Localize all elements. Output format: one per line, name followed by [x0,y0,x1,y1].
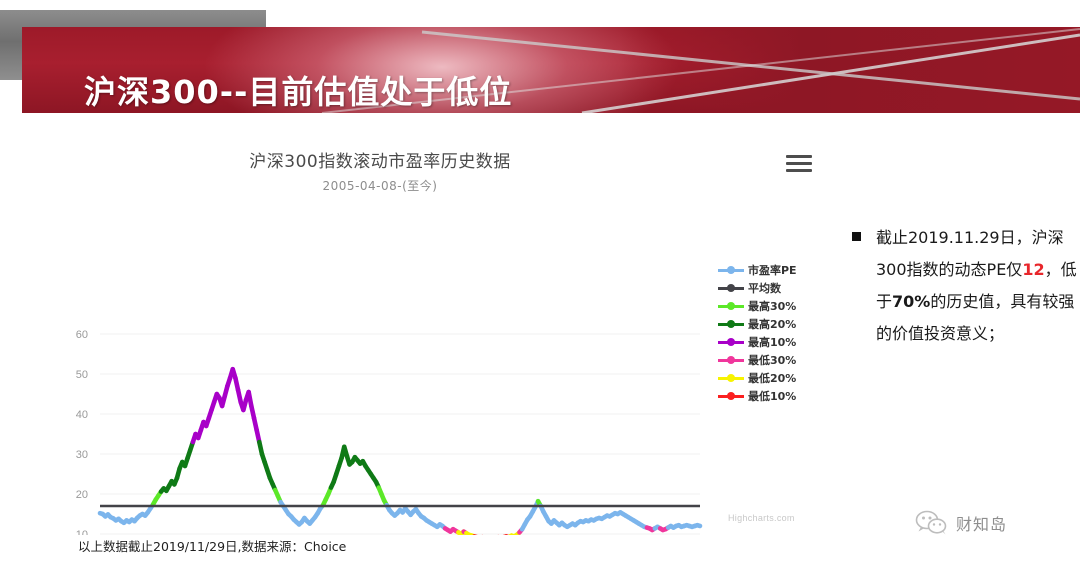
callout-line-3-mid: ，低于 [876,260,1077,311]
page-title: 沪深300--目前估值处于低位 [84,73,513,111]
chart-plot-area: 01020304050602005-...2005-10-252006-05-1… [76,329,703,535]
callout-pe-value: 12 [1022,260,1045,279]
callout-line-2: 沪深300指数的动态 [876,228,1064,279]
callout-text: 截止2019.11.29日，沪深300指数的动态PE仅12，低于70%的历史值，… [876,222,1080,350]
legend-item-6[interactable]: 最低20% [718,369,797,387]
legend-label-5: 最低30% [748,354,797,367]
chart-title: 沪深300指数滚动市盈率历史数据 [249,152,511,172]
callout-line-1: 截止2019.11.29日， [876,228,1032,247]
y-axis-tick: 50 [76,369,88,381]
legend-item-3[interactable]: 最高20% [718,315,797,333]
chart-container: 沪深300指数滚动市盈率历史数据 2005-04-08-(至今) 0102030… [0,125,830,535]
legend-label-3: 最高20% [748,318,797,331]
legend-swatch-0 [718,264,744,276]
y-axis-tick: 10 [76,529,88,535]
footer-source-note: 以上数据截止2019/11/29日,数据来源：Choice [78,539,347,554]
watermark: 财知岛 [915,510,1007,536]
legend-swatch-2 [718,300,744,312]
callout-line-4: 的历史值，具有较强 [930,292,1075,311]
legend-item-4[interactable]: 最高10% [718,333,797,351]
legend-label-4: 最高10% [748,336,797,349]
legend-label-6: 最低20% [748,372,797,385]
legend-item-1[interactable]: 平均数 [718,279,797,297]
y-axis-tick: 30 [76,449,88,461]
legend-swatch-5 [718,354,744,366]
y-axis-tick: 20 [76,489,88,501]
legend-label-1: 平均数 [748,282,781,295]
y-axis-tick: 60 [76,329,88,341]
legend-item-2[interactable]: 最高30% [718,297,797,315]
menu-bar-1 [786,155,812,158]
wechat-icon [915,510,947,535]
slide-header: 沪深300--目前估值处于低位 [0,0,1080,125]
legend-item-7[interactable]: 最低10% [718,387,797,405]
legend-swatch-7 [718,390,744,402]
legend-swatch-6 [718,372,744,384]
callout-percentile: 70% [892,292,931,311]
callout-line-5: 的价值投资意义； [876,324,1005,343]
callout-block: 截止2019.11.29日，沪深300指数的动态PE仅12，低于70%的历史值，… [852,222,1080,350]
header-red-banner: 沪深300--目前估值处于低位 [22,27,1080,113]
square-bullet-icon [852,232,861,241]
chart-legend: 市盈率PE 平均数最高30% 最高20% 最高10% 最低30% 最低20% 最低10% [718,261,797,405]
chart-credit: Highcharts.com [728,513,795,523]
legend-swatch-3 [718,318,744,330]
watermark-label: 财知岛 [956,515,1008,534]
header-diagonal-lines [321,28,1080,113]
chart-subtitle: 2005-04-08-(至今) [322,179,438,193]
hamburger-menu-icon[interactable] [786,155,812,175]
legend-label-0: 市盈率PE [748,264,797,277]
callout-line-3-pre: PE仅 [986,260,1023,279]
menu-bar-3 [786,169,812,172]
legend-label-7: 最低10% [748,390,797,403]
legend-swatch-4 [718,336,744,348]
legend-item-5[interactable]: 最低30% [718,351,797,369]
legend-label-2: 最高30% [748,300,797,313]
legend-swatch-1 [718,282,744,294]
y-axis-tick: 40 [76,409,88,421]
menu-bar-2 [786,162,812,165]
legend-item-0[interactable]: 市盈率PE [718,261,797,279]
